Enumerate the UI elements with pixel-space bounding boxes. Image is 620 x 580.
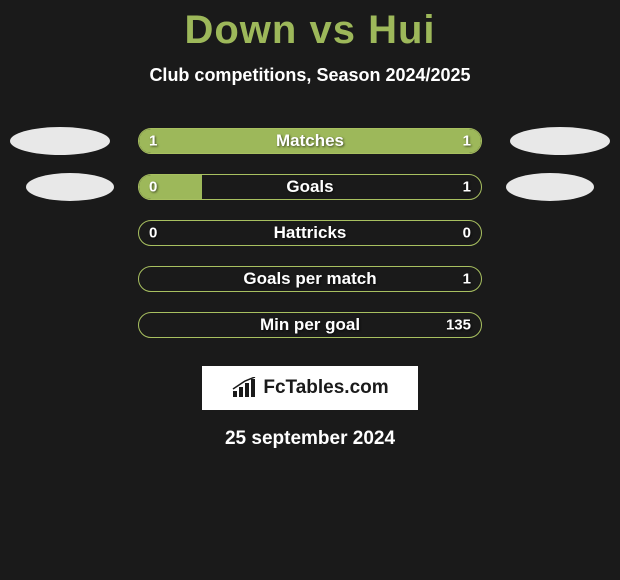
- stat-row: Goals per match 1: [0, 256, 620, 302]
- date-text: 25 september 2024: [0, 428, 620, 450]
- stat-bar-track: Goals per match 1: [138, 266, 482, 292]
- stat-label: Hattricks: [274, 223, 347, 243]
- stat-value-left: 0: [149, 179, 157, 196]
- comparison-chart: Matches 1 1 Goals 0 1 Hattricks 0 0 Goals per mat…: [0, 118, 620, 348]
- stat-label: Matches: [276, 131, 344, 151]
- stat-label: Goals per match: [243, 269, 376, 289]
- team-right-logo-placeholder: [510, 127, 610, 155]
- stat-value-right: 0: [463, 225, 471, 242]
- page-title: Down vs Hui: [0, 0, 620, 53]
- stat-bar-track: Matches 1 1: [138, 128, 482, 154]
- stat-bar-track: Min per goal 135: [138, 312, 482, 338]
- team-right-logo-placeholder: [506, 173, 594, 201]
- stat-value-right: 1: [463, 271, 471, 288]
- stat-bar-track: Hattricks 0 0: [138, 220, 482, 246]
- stat-row: Hattricks 0 0: [0, 210, 620, 256]
- page-subtitle: Club competitions, Season 2024/2025: [0, 65, 620, 86]
- badge-text: FcTables.com: [263, 377, 388, 399]
- badge-chart-icon: [231, 377, 257, 399]
- team-left-logo-placeholder: [26, 173, 114, 201]
- stat-value-right: 135: [446, 317, 471, 334]
- team-left-logo-placeholder: [10, 127, 110, 155]
- stat-label: Min per goal: [260, 315, 360, 335]
- stat-row: Goals 0 1: [0, 164, 620, 210]
- footer-badge[interactable]: FcTables.com: [202, 366, 418, 410]
- stat-value-left: 0: [149, 225, 157, 242]
- stat-bar-track: Goals 0 1: [138, 174, 482, 200]
- stat-row: Matches 1 1: [0, 118, 620, 164]
- stat-value-right: 1: [463, 133, 471, 150]
- stat-value-left: 1: [149, 133, 157, 150]
- stat-label: Goals: [286, 177, 333, 197]
- stat-value-right: 1: [463, 179, 471, 196]
- stat-row: Min per goal 135: [0, 302, 620, 348]
